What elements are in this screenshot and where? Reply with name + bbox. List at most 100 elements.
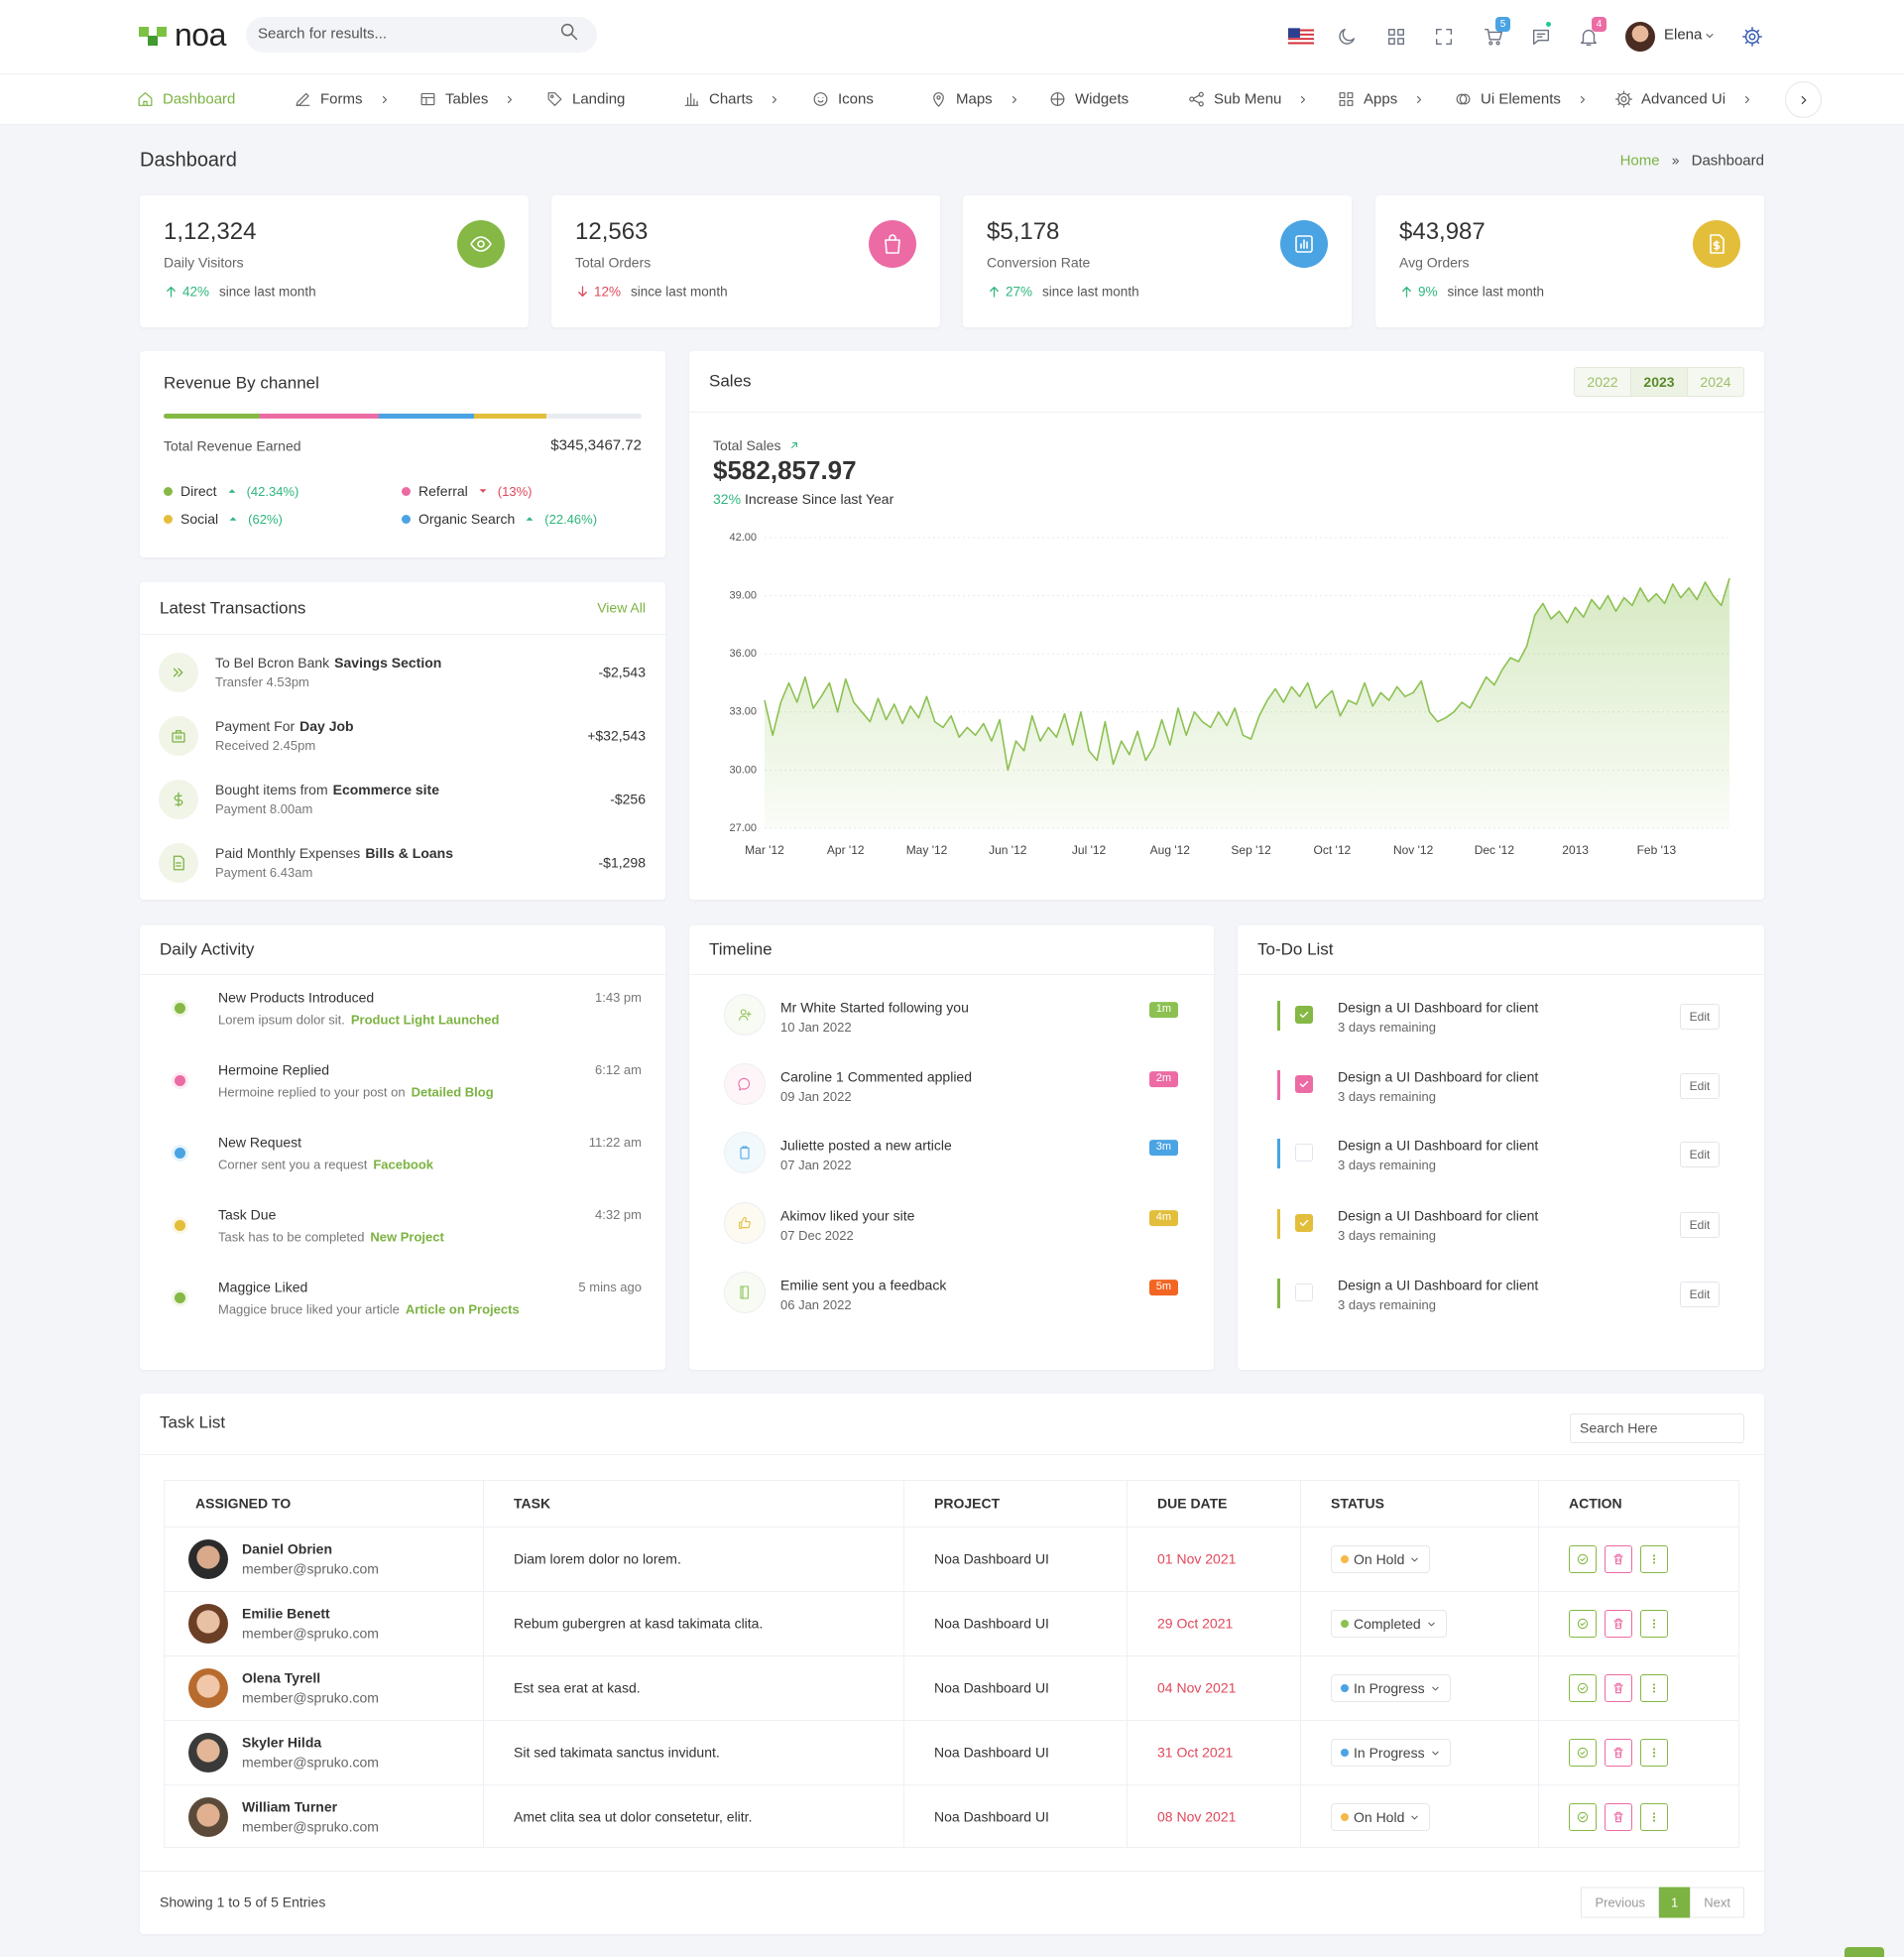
todo-checkbox[interactable] [1295, 1075, 1313, 1093]
todo-checkbox[interactable] [1295, 1144, 1313, 1162]
action-more[interactable] [1640, 1610, 1668, 1638]
task-name: Est sea erat at kasd. [514, 1679, 641, 1696]
view-all-link[interactable]: View All [597, 599, 646, 616]
action-approve[interactable] [1569, 1610, 1597, 1638]
icon-part [526, 517, 534, 521]
channel-change: (42.34%) [246, 483, 299, 499]
action-more[interactable] [1640, 1674, 1668, 1702]
transaction-amount: -$1,298 [598, 854, 646, 871]
stat-icon [1693, 220, 1740, 268]
activity-link[interactable]: New Project [370, 1229, 444, 1245]
icon [1417, 95, 1422, 103]
year-tab[interactable]: 2024 [1687, 368, 1743, 396]
icon [1577, 1553, 1589, 1565]
transaction-title: To Bel Bcron Bank Savings Section [215, 655, 441, 671]
icon-part [1387, 28, 1395, 36]
status-label: In Progress [1354, 1745, 1425, 1761]
nav-next[interactable] [1785, 81, 1822, 118]
status-pill[interactable]: In Progress [1331, 1739, 1451, 1767]
action-approve[interactable] [1569, 1545, 1597, 1573]
icon-part [1620, 96, 1627, 102]
icon-part [1652, 1619, 1656, 1622]
nav-item[interactable]: Advanced Ui [1614, 90, 1753, 109]
column-header: TASK [514, 1495, 551, 1512]
action-delete[interactable] [1605, 1739, 1632, 1767]
timeline-date: 07 Jan 2022 [780, 1157, 852, 1172]
status-pill[interactable]: Completed [1331, 1610, 1447, 1638]
activity-time: 5 mins ago [578, 1279, 642, 1294]
timeline-text: Emilie sent you a feedback [780, 1277, 947, 1293]
card-title: Sales [709, 371, 752, 391]
action-more[interactable] [1640, 1803, 1668, 1831]
action-approve[interactable] [1569, 1803, 1597, 1831]
nav-item[interactable]: Forms [294, 90, 391, 109]
year-tab[interactable]: 2023 [1630, 368, 1687, 396]
activity-link[interactable]: Article on Projects [405, 1301, 520, 1317]
todo-edit[interactable]: Edit [1680, 1073, 1720, 1099]
nav-item[interactable]: Tables [418, 90, 516, 109]
channel-name: Direct [180, 483, 217, 499]
breadcrumb-link[interactable]: Home [1619, 152, 1660, 170]
icon-part [1488, 41, 1493, 46]
status-pill[interactable]: On Hold [1331, 1803, 1431, 1831]
page-button[interactable]: Next [1690, 1887, 1744, 1918]
icon-part [1652, 1815, 1656, 1819]
todo-edit[interactable]: Edit [1680, 1282, 1720, 1307]
stat-value: $5,178 [987, 218, 1060, 245]
todo-checkbox[interactable] [1295, 1284, 1313, 1301]
status-pill[interactable]: On Hold [1331, 1545, 1431, 1573]
page-button[interactable]: 1 [1659, 1887, 1691, 1918]
nav-item[interactable]: Landing [545, 90, 625, 109]
table-footer: Showing 1 to 5 of 5 Entries [160, 1894, 326, 1910]
activity-time: 6:12 am [595, 1061, 642, 1077]
search-box[interactable]: Search for results... [246, 17, 597, 53]
todo-checkbox[interactable] [1295, 1006, 1313, 1024]
icon [560, 23, 578, 41]
action-delete[interactable] [1605, 1610, 1632, 1638]
activity-link[interactable]: Facebook [373, 1157, 433, 1172]
stat-icon [1280, 220, 1328, 268]
icon-part [420, 96, 435, 106]
page-button[interactable]: Previous [1581, 1887, 1660, 1918]
todo-edit[interactable]: Edit [1680, 1212, 1720, 1238]
todo-sub: 3 days remaining [1338, 1019, 1436, 1035]
divider [689, 974, 1214, 975]
logo-square [139, 27, 149, 37]
icon [1431, 1686, 1439, 1690]
status-pill[interactable]: In Progress [1331, 1674, 1451, 1702]
nav-item[interactable]: Apps [1337, 90, 1425, 109]
action-more[interactable] [1640, 1739, 1668, 1767]
channel-name: Referral [418, 483, 468, 499]
action-delete[interactable] [1605, 1803, 1632, 1831]
task-name: Rebum gubergren at kasd takimata clita. [514, 1615, 764, 1632]
todo-checkbox[interactable] [1295, 1214, 1313, 1232]
icon-part [817, 96, 824, 103]
icon-part [138, 92, 153, 106]
nav-item[interactable]: Icons [811, 90, 874, 109]
activity-link[interactable]: Product Light Launched [350, 1012, 500, 1028]
task-search[interactable]: Search Here [1570, 1413, 1744, 1443]
nav-item[interactable]: Maps [929, 90, 1020, 109]
todo-edit[interactable]: Edit [1680, 1142, 1720, 1167]
task-table: ASSIGNED TO TASK PROJECT DUE DATE STATUS ACTI… [164, 1480, 1739, 1848]
activity-link[interactable]: Detailed Blog [411, 1084, 494, 1100]
action-delete[interactable] [1605, 1545, 1632, 1573]
channel-change: (22.46%) [544, 511, 598, 527]
icon-part [739, 1216, 751, 1229]
icon-part [1387, 38, 1395, 46]
action-delete[interactable] [1605, 1674, 1632, 1702]
action-approve[interactable] [1569, 1674, 1597, 1702]
year-tab[interactable]: 2022 [1587, 374, 1618, 390]
stat-note: since last month [1447, 284, 1545, 300]
action-approve[interactable] [1569, 1739, 1597, 1767]
activity-time: 4:32 pm [595, 1206, 642, 1222]
nav-item[interactable]: Ui Elements [1454, 90, 1589, 109]
todo-edit[interactable]: Edit [1680, 1004, 1720, 1030]
icon [1411, 1557, 1419, 1561]
nav-item[interactable]: Widgets [1048, 90, 1129, 109]
nav-item[interactable]: Charts [682, 90, 780, 109]
nav-item[interactable]: Sub Menu [1187, 90, 1309, 109]
x-tick-label: May '12 [906, 843, 948, 857]
nav-item[interactable]: Dashboard [136, 90, 235, 109]
action-more[interactable] [1640, 1545, 1668, 1573]
